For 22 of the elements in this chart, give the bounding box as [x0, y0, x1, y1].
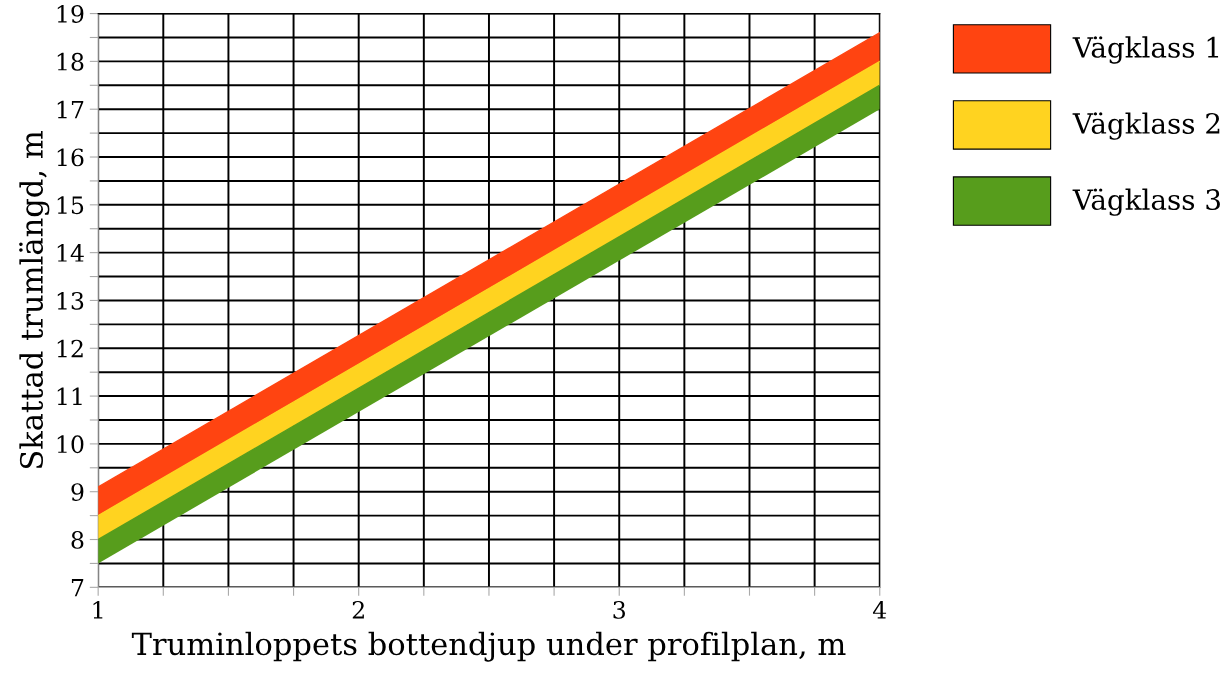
y-tick-label: 15 — [57, 196, 84, 215]
y-tick-label: 12 — [57, 339, 83, 358]
x-axis-title: Truminloppets bottendjup under profilplan, m — [131, 631, 846, 662]
y-tick-label: 19 — [57, 5, 84, 23]
y-tick-label: 10 — [57, 435, 84, 454]
y-tick-label: 14 — [57, 244, 84, 262]
y-tick-label: 18 — [57, 52, 84, 71]
x-tick-label: 2 — [352, 600, 364, 619]
y-tick-label: 9 — [71, 483, 84, 502]
y-axis-title: Skattad trumlängd, m — [19, 131, 50, 469]
x-tick-label: 4 — [872, 600, 887, 619]
legend-label: Vägklass 1 — [1072, 36, 1219, 64]
y-tick-label: 8 — [71, 530, 84, 549]
x-tick-label: 1 — [93, 600, 103, 619]
y-tick-label: 11 — [57, 387, 82, 406]
y-tick-label: 16 — [57, 148, 84, 167]
x-tick-label: 3 — [613, 600, 625, 619]
y-tick-label: 17 — [57, 100, 84, 119]
y-tick-label: 7 — [71, 579, 84, 597]
legend-label: Vägklass 2 — [1072, 112, 1220, 140]
legend-label: Vägklass 3 — [1072, 188, 1220, 216]
y-tick-label: 13 — [57, 291, 84, 310]
